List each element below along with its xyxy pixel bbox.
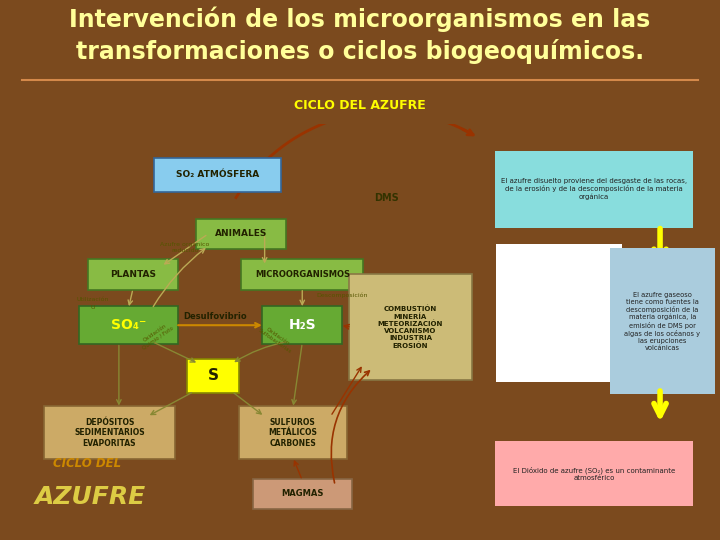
Text: El Dióxido de azufre (SO₂) es un contaminante
atmosférico: El Dióxido de azufre (SO₂) es un contami…	[513, 466, 675, 481]
Text: transformaciones o ciclos biogeoquímicos.: transformaciones o ciclos biogeoquímicos…	[76, 39, 644, 64]
FancyBboxPatch shape	[239, 407, 347, 459]
Text: Azufre orgánico
reducido: Azufre orgánico reducido	[160, 242, 210, 253]
FancyBboxPatch shape	[79, 306, 178, 345]
Text: Descomposición: Descomposición	[316, 292, 368, 298]
Text: SO₂ ATMÓSFERA: SO₂ ATMÓSFERA	[176, 171, 259, 179]
FancyBboxPatch shape	[187, 359, 239, 393]
FancyBboxPatch shape	[197, 219, 286, 249]
Text: MAGMAS: MAGMAS	[281, 489, 323, 498]
Text: Intervención de los microorganismos en las: Intervención de los microorganismos en l…	[69, 7, 651, 32]
Text: El azufre gaseoso
tiene como fuentes la
descomposición de la
materia orgánica, l: El azufre gaseoso tiene como fuentes la …	[624, 292, 701, 351]
FancyBboxPatch shape	[154, 158, 281, 192]
Text: PLANTAS: PLANTAS	[110, 270, 156, 279]
Text: Desulfovibrio: Desulfovibrio	[184, 312, 247, 321]
Text: MICROORGANISMOS: MICROORGANISMOS	[255, 270, 350, 279]
FancyBboxPatch shape	[262, 306, 342, 345]
FancyBboxPatch shape	[89, 259, 178, 289]
Text: Utilización: Utilización	[77, 297, 109, 302]
FancyBboxPatch shape	[497, 244, 621, 382]
FancyBboxPatch shape	[44, 407, 175, 459]
FancyBboxPatch shape	[241, 259, 364, 289]
Text: U: U	[91, 305, 95, 310]
Text: S: S	[207, 368, 218, 383]
Text: AZUFRE: AZUFRE	[35, 485, 145, 509]
Text: SULFUROS
METÁLICOS
CARBONES: SULFUROS METÁLICOS CARBONES	[269, 418, 318, 448]
Text: DMS: DMS	[374, 193, 400, 204]
Text: COMBUSTIÓN
MINERÍA
METEORIZACIÓN
VOLCANISMO
INDUSTRIA
EROSIÓN: COMBUSTIÓN MINERÍA METEORIZACIÓN VOLCANI…	[378, 306, 443, 349]
FancyBboxPatch shape	[610, 248, 715, 394]
FancyBboxPatch shape	[349, 274, 472, 380]
FancyBboxPatch shape	[253, 478, 351, 509]
Text: ANIMALES: ANIMALES	[215, 230, 267, 238]
Text: Oxidación
Sulfobacterias: Oxidación Sulfobacterias	[257, 323, 296, 355]
Text: El azufre disuelto proviene del desgaste de las rocas,
de la erosión y de la des: El azufre disuelto proviene del desgaste…	[501, 178, 688, 200]
Text: H₂S: H₂S	[289, 318, 316, 332]
Text: CICLO DEL: CICLO DEL	[53, 457, 121, 470]
Text: DEPÓSITOS
SEDIMENTARIOS
EVAPORITAS: DEPÓSITOS SEDIMENTARIOS EVAPORITAS	[74, 418, 145, 448]
FancyBboxPatch shape	[495, 441, 693, 506]
FancyBboxPatch shape	[495, 151, 693, 228]
Text: SO₄⁻: SO₄⁻	[111, 318, 146, 332]
Text: Oxidación
Quimio / Foto: Oxidación Quimio / Foto	[138, 321, 175, 350]
Text: CICLO DEL AZUFRE: CICLO DEL AZUFRE	[294, 99, 426, 112]
